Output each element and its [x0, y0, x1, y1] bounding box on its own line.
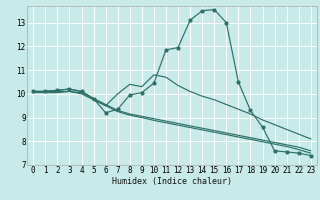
X-axis label: Humidex (Indice chaleur): Humidex (Indice chaleur)	[112, 177, 232, 186]
